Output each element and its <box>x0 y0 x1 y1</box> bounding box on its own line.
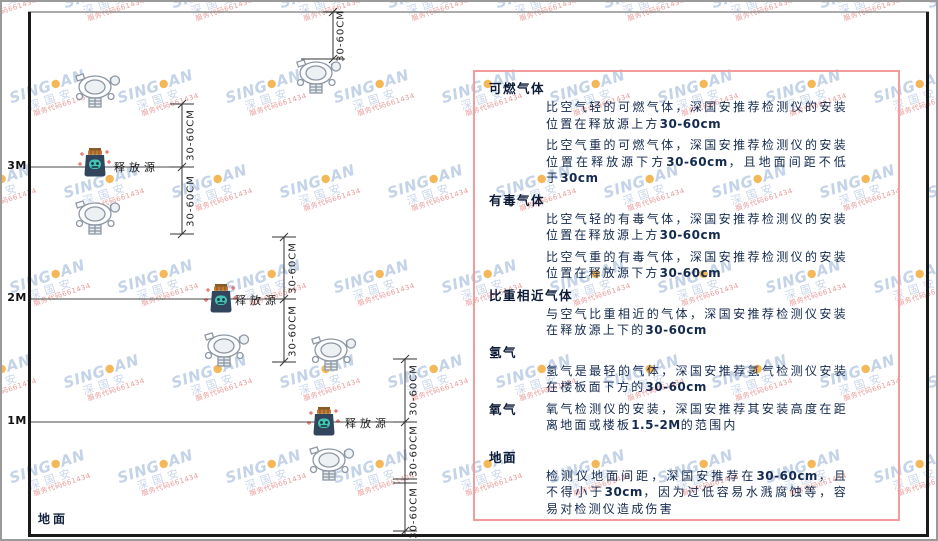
guideline-text-run: ，且不得小于 <box>546 468 848 500</box>
guideline-heading: 氢气 <box>489 344 518 360</box>
guideline-text-run: 比空气轻的有毒气体，深国安推荐检测仪的安装位置在释放源上方 <box>546 211 848 243</box>
guideline-text-run: 30-60cm <box>659 266 722 280</box>
guideline-text-run: 与空气比重相近的气体，深国安推荐检测仪安装在释放源上下的 <box>546 306 848 338</box>
guideline-heading: 可燃气体 <box>489 81 546 96</box>
guideline-paragraphs: 检测仪地面间距，深国安推荐在30-60cm，且不得小于30cm，因为过低容易水溅… <box>546 468 848 518</box>
guidelines-sections: 可燃气体 比空气轻的可燃气体，深国安推荐检测仪的安装位置在释放源上方30-60cm… <box>489 80 882 517</box>
guideline-text-run: 检测仪地面间距，深国安推荐在 <box>546 468 757 483</box>
guideline-text-run: 30-60cm <box>756 468 818 483</box>
guideline-text-run: 30-60cm <box>645 380 707 394</box>
guideline-text-run: 比空气重的可燃气体，深国安推荐检测仪的安装位置在释放源下方 <box>546 138 848 169</box>
guideline-section-3: 比重相近气体与空气比重相近的气体，深国安推荐检测仪安装在释放源上下的30-60c… <box>489 287 882 339</box>
guideline-heading: 有毒气体 <box>489 192 546 208</box>
guideline-heading: 比重相近气体 <box>489 287 574 303</box>
guideline-paragraph: 氧气检测仪的安装，深国安推荐其安装高度在距离地面或楼板1.5-2M的范围内 <box>546 401 848 434</box>
guideline-section-4: 氢气氢气是最轻的气体，深国安推荐氢气检测仪安装在楼板面下方的30-60cm <box>489 344 882 396</box>
guideline-section-2: 有毒气体 比空气轻的有毒气体，深国安推荐检测仪的安装位置在释放源上方30-60cm… <box>489 192 882 282</box>
guideline-paragraphs: 比空气轻的有毒气体，深国安推荐检测仪的安装位置在释放源上方30-60cm 比空气重… <box>546 211 848 282</box>
guideline-paragraph: 与空气比重相近的气体，深国安推荐检测仪安装在释放源上下的30-60cm <box>546 306 848 339</box>
guideline-paragraph: 比空气轻的有毒气体，深国安推荐检测仪的安装位置在释放源上方30-60cm <box>546 211 848 244</box>
guideline-text-run: 30cm <box>560 171 599 185</box>
installation-guidelines-panel: 可燃气体 比空气轻的可燃气体，深国安推荐检测仪的安装位置在释放源上方30-60cm… <box>473 70 900 521</box>
guideline-section-6: 地面检测仪地面间距，深国安推荐在30-60cm，且不得小于30cm，因为过低容易… <box>489 449 882 518</box>
guideline-text-run: 30-60cm <box>645 323 707 337</box>
guideline-paragraph: 氢气是最轻的气体，深国安推荐氢气检测仪安装在楼板面下方的30-60cm <box>546 363 848 396</box>
guideline-paragraph: 比空气轻的可燃气体，深国安推荐检测仪的安装位置在释放源上方30-60cm <box>546 99 848 132</box>
dimension-lines <box>170 11 417 535</box>
guideline-paragraph: 比空气重的有毒气体，深国安推荐检测仪的安装位置在释放源下方30-60cm <box>546 249 848 282</box>
guideline-text-run: 比空气重的有毒气体，深国安推荐检测仪的安装位置在释放源下方 <box>546 249 848 281</box>
guideline-paragraphs: 氢气是最轻的气体，深国安推荐氢气检测仪安装在楼板面下方的30-60cm <box>546 363 848 396</box>
guideline-paragraphs: 氧气检测仪的安装，深国安推荐其安装高度在距离地面或楼板1.5-2M的范围内 <box>546 401 848 434</box>
guideline-section-5: 氧气 氧气检测仪的安装，深国安推荐其安装高度在距离地面或楼板1.5-2M的范围内 <box>489 401 882 434</box>
guideline-text-run: 氧气检测仪的安装，深国安推荐其安装高度在距离地面或楼板 <box>546 401 848 433</box>
guideline-text-run: 30-60cm <box>659 116 722 131</box>
guideline-text-run: 30cm <box>604 485 643 499</box>
guideline-text-run: 的范围内 <box>680 418 738 432</box>
guideline-paragraph: 检测仪地面间距，深国安推荐在30-60cm，且不得小于30cm，因为过低容易水溅… <box>546 468 848 518</box>
height-guide-lines <box>31 166 405 423</box>
guideline-text-run: 30-60cm <box>659 228 722 242</box>
guideline-text-run: ，且地面间距不低于 <box>546 154 848 186</box>
guideline-text-run: 比空气轻的可燃气体，深国安推荐检测仪的安装位置在释放源上方 <box>546 100 848 131</box>
guideline-section-1: 可燃气体 比空气轻的可燃气体，深国安推荐检测仪的安装位置在释放源上方30-60cm… <box>489 80 882 187</box>
guideline-text-run: 30-60cm <box>666 154 728 169</box>
guideline-paragraphs: 与空气比重相近的气体，深国安推荐检测仪安装在释放源上下的30-60cm <box>546 306 848 339</box>
guideline-paragraph: 比空气重的可燃气体，深国安推荐检测仪的安装位置在释放源下方30-60cm，且地面… <box>546 137 848 187</box>
dimension-slash-ticks <box>177 7 410 536</box>
guideline-heading: 地面 <box>489 449 518 465</box>
guideline-text-run: ，因为过低容易水溅腐蚀等，容易对检测仪造成伤害 <box>546 485 848 516</box>
guideline-paragraphs: 比空气轻的可燃气体，深国安推荐检测仪的安装位置在释放源上方30-60cm 比空气重… <box>546 99 848 187</box>
guideline-heading: 氧气 <box>489 401 518 417</box>
guideline-text-run: 氢气是最轻的气体，深国安推荐氢气检测仪安装在楼板面下方的 <box>546 363 848 395</box>
guideline-text-run: 1.5-2M <box>631 418 681 432</box>
